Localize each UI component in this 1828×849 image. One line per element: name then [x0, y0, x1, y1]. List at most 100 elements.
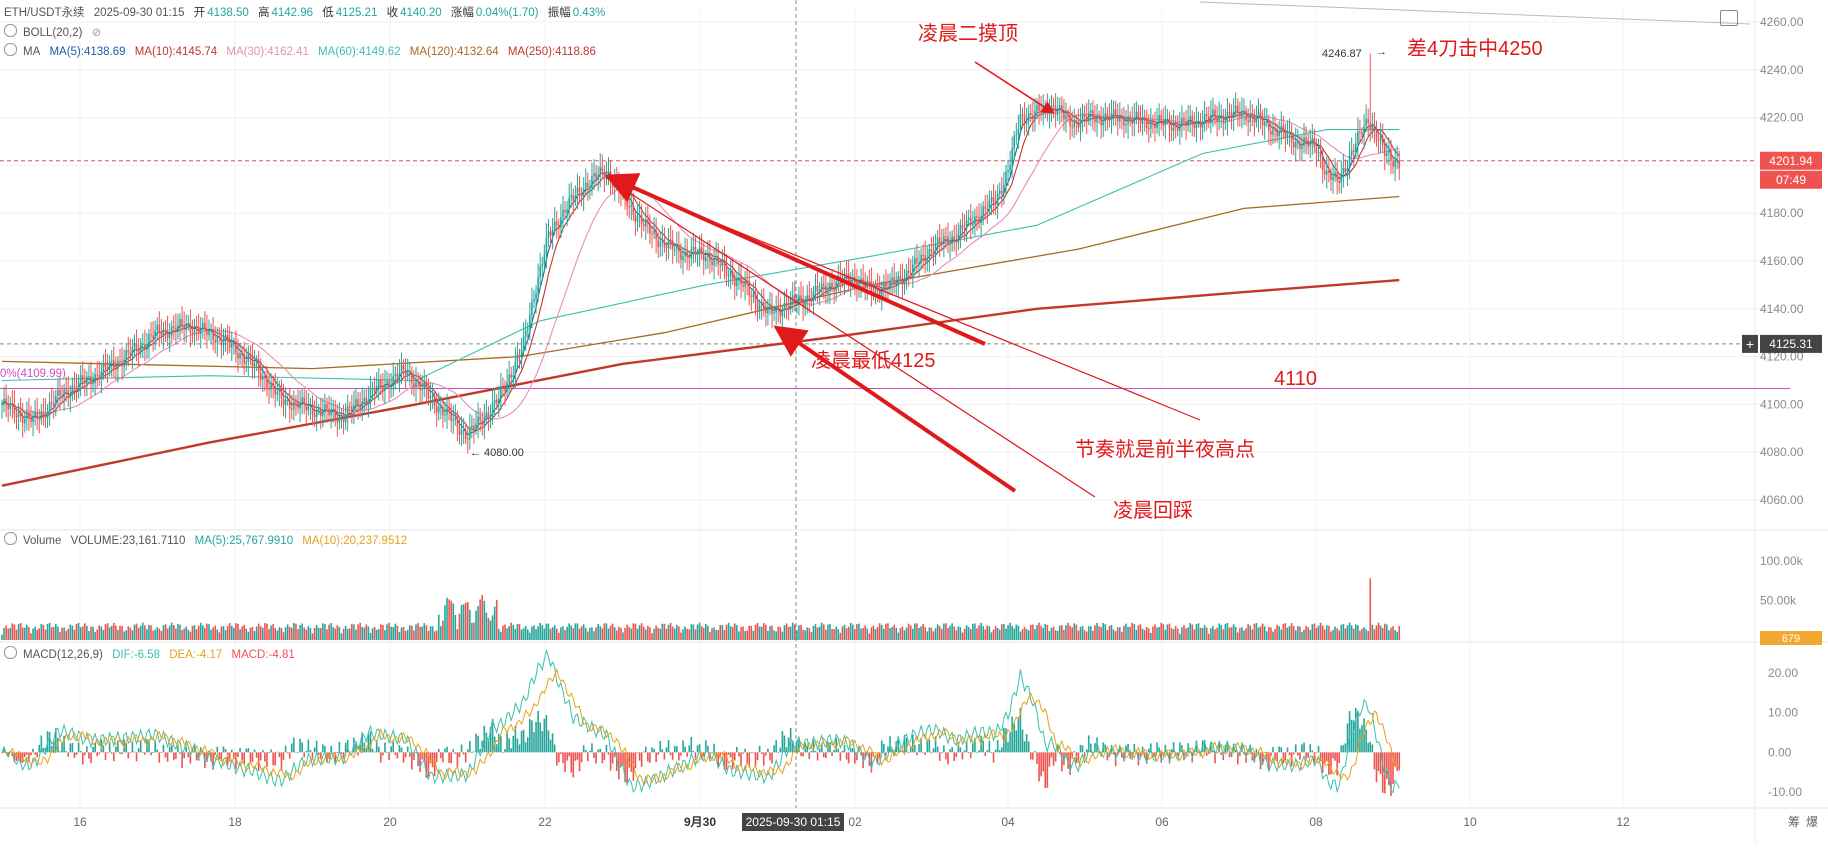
macd-bar [1307, 752, 1309, 758]
candle-body [357, 399, 359, 406]
macd-bar [878, 752, 881, 758]
volume-bar [162, 625, 165, 640]
thin-arrow-line [609, 179, 1096, 498]
volume-bar [725, 624, 728, 640]
volume-bar [23, 627, 26, 640]
symbol-name[interactable]: ETH/USDT永续 [4, 7, 85, 19]
volume-bar [870, 627, 873, 640]
candle-body [1232, 111, 1235, 118]
volume-bar [1224, 623, 1227, 640]
macd-bar [251, 752, 254, 763]
volume-bar [733, 623, 736, 640]
volume-legend[interactable]: Volume VOLUME:23,161.7110 MA(5):25,767.9… [4, 532, 413, 548]
macd-bar [700, 752, 703, 760]
candle-body [1243, 110, 1245, 112]
candle-body [845, 273, 848, 275]
macd-bar [239, 748, 241, 753]
volume-bar [858, 623, 860, 640]
volume-bar [551, 627, 554, 640]
volume-bar [417, 622, 419, 640]
volume-bar [1090, 626, 1092, 640]
volume-bar [802, 629, 804, 640]
macd-bar [883, 743, 885, 753]
macd-bar [626, 752, 628, 783]
candle-body [996, 193, 999, 205]
macd-bar [400, 747, 403, 753]
candle-body [458, 427, 461, 435]
macd-bar [415, 751, 417, 753]
volume-bar [427, 630, 430, 640]
volume-bar [1162, 624, 1165, 640]
macd-bar [982, 740, 984, 753]
macd-bar [212, 752, 214, 770]
low-label: 低 [322, 7, 334, 19]
candle-body [1075, 119, 1078, 122]
candle-body [1096, 116, 1098, 123]
volume-bar [762, 623, 765, 640]
candle-body [566, 209, 568, 213]
macd-bar [812, 739, 815, 753]
candle-body [65, 389, 67, 391]
macd-bar [88, 752, 90, 759]
ma-label: MA [23, 46, 41, 58]
volume-bar [752, 630, 755, 640]
candle-body [106, 366, 109, 370]
ma-legend[interactable]: MA MA(5):4138.69 MA(10):4145.74 MA(30):4… [4, 43, 602, 59]
eye-icon[interactable]: ⊘ [91, 27, 102, 39]
candle-body [1135, 111, 1138, 118]
volume-bar [1305, 625, 1307, 640]
volume-bar [230, 625, 233, 640]
macd-bar [620, 752, 622, 768]
volume-tick-label: 100.00k [1760, 554, 1804, 568]
candle-body [1158, 115, 1160, 123]
volume-bar [831, 629, 833, 640]
macd-bar [36, 752, 38, 758]
volume-bar [46, 623, 49, 640]
macd-bar [1317, 745, 1320, 753]
macd-bar [516, 738, 519, 753]
macd-bar [988, 740, 991, 753]
volume-bar [117, 630, 119, 640]
macd-bar [119, 752, 121, 754]
macd-bar [117, 740, 119, 753]
macd-bar [1379, 752, 1382, 775]
macd-bar [914, 745, 916, 753]
volume-bar [241, 626, 243, 640]
volume-bar [446, 597, 448, 640]
fullscreen-icon[interactable] [1720, 10, 1738, 26]
macd-bar [1278, 746, 1280, 753]
candle-body [1282, 125, 1285, 131]
macd-bar [676, 746, 678, 753]
macd-bar [156, 749, 159, 753]
volume-bar [500, 631, 502, 640]
macd-bar [806, 745, 809, 753]
volume-bar [359, 622, 361, 640]
macd-bar [148, 739, 150, 753]
candle-body [1040, 110, 1042, 113]
volume-bar [61, 627, 63, 640]
candle-body [564, 209, 566, 213]
crosshair-plus-box [1742, 334, 1758, 353]
candle-body [28, 412, 30, 418]
price-tick-label: 4220.00 [1760, 111, 1804, 125]
volume-bar [1297, 626, 1299, 640]
macd-bar [740, 752, 742, 767]
candle-body [11, 403, 14, 405]
volume-bar [1243, 630, 1245, 640]
boll-legend[interactable]: BOLL(20,2) ⊘ [4, 24, 107, 40]
candle-body [876, 285, 879, 290]
candle-body [84, 380, 86, 384]
macd-bar [1274, 752, 1276, 760]
candle-body [1342, 167, 1345, 174]
macd-bar [309, 749, 312, 753]
macd-bar [632, 752, 635, 781]
volume-bar [253, 631, 256, 640]
volume-bar [789, 626, 792, 640]
candle-body [678, 244, 680, 252]
candle-body [1019, 114, 1022, 130]
volume-bar [369, 632, 372, 640]
candle-body [940, 242, 943, 245]
macd-legend[interactable]: MACD(12,26,9) DIF:-6.58 DEA:-4.17 MACD:-… [4, 646, 301, 662]
macd-bar [1023, 741, 1026, 753]
